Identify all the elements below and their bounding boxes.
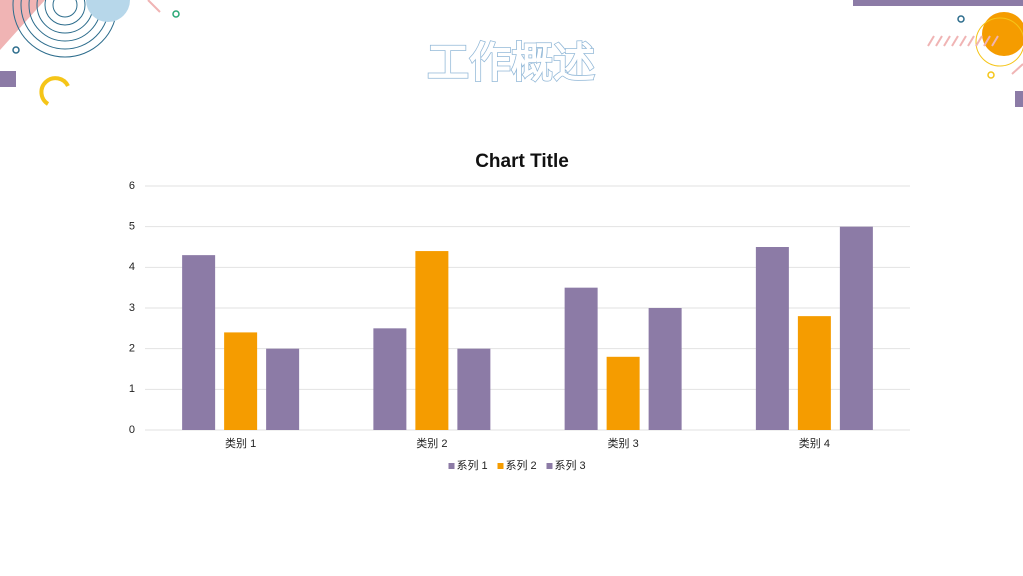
legend-label: 系列 1 bbox=[457, 458, 488, 472]
bar bbox=[606, 356, 640, 430]
legend-marker bbox=[497, 463, 504, 469]
bar bbox=[415, 251, 449, 430]
chart-title: Chart Title bbox=[475, 151, 569, 172]
bar bbox=[839, 226, 873, 430]
legend-marker bbox=[546, 463, 553, 469]
legend-label: 系列 3 bbox=[555, 458, 586, 472]
legend-marker bbox=[448, 463, 455, 469]
x-tick-label: 类别 4 bbox=[799, 436, 830, 450]
decoration bbox=[0, 0, 1023, 107]
bar bbox=[457, 348, 491, 430]
y-tick-label: 4 bbox=[129, 261, 135, 273]
bar bbox=[182, 255, 216, 430]
legend-label: 系列 2 bbox=[506, 458, 537, 472]
bar bbox=[797, 316, 831, 430]
slide-title: 工作概述 bbox=[427, 39, 595, 86]
bar bbox=[224, 332, 258, 430]
y-tick-label: 0 bbox=[129, 424, 135, 436]
bar bbox=[755, 247, 789, 430]
x-tick-label: 类别 2 bbox=[416, 436, 447, 450]
bar bbox=[564, 287, 598, 430]
y-tick-label: 1 bbox=[129, 383, 135, 395]
bar bbox=[373, 328, 407, 430]
x-tick-label: 类别 3 bbox=[608, 436, 639, 450]
y-tick-label: 6 bbox=[129, 180, 135, 192]
bar bbox=[266, 348, 300, 430]
bar bbox=[648, 308, 682, 430]
y-tick-label: 5 bbox=[129, 221, 135, 233]
y-tick-label: 3 bbox=[129, 302, 135, 314]
y-tick-label: 2 bbox=[129, 343, 135, 355]
x-tick-label: 类别 1 bbox=[225, 436, 256, 450]
